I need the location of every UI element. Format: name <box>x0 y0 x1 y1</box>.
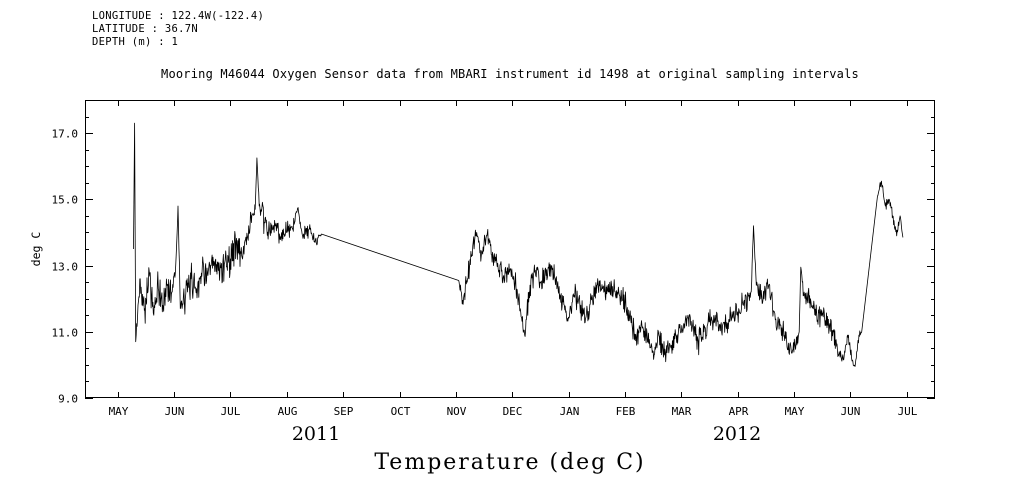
x-tick-label: SEP <box>334 405 354 418</box>
y-tick-label: 9.0 <box>58 393 78 406</box>
x-tick-label: JAN <box>560 405 580 418</box>
y-tick-label: 13.0 <box>52 261 79 274</box>
x-tick-label: MAY <box>785 405 805 418</box>
x-tick-label: NOV <box>447 405 467 418</box>
x-tick-label: JUN <box>841 405 861 418</box>
x-tick-label: MAY <box>109 405 129 418</box>
year-label-2011: 2011 <box>291 423 341 445</box>
x-tick-label: AUG <box>278 405 298 418</box>
metadata-block: LONGITUDE : 122.4W(-122.4) LATITUDE : 36… <box>92 10 264 49</box>
plot-title: Mooring M46044 Oxygen Sensor data from M… <box>161 67 859 81</box>
y-tick-label: 11.0 <box>52 327 79 340</box>
x-tick-label: FEB <box>616 405 636 418</box>
x-tick-label: APR <box>729 405 749 418</box>
x-tick-label: JUL <box>898 405 918 418</box>
x-tick-label: JUL <box>221 405 241 418</box>
x-tick-label: DEC <box>503 405 523 418</box>
x-tick-label: MAR <box>672 405 692 418</box>
latitude-label: LATITUDE : 36.7N <box>92 23 198 35</box>
year-label-2012: 2012 <box>712 423 762 445</box>
y-tick-label: 17.0 <box>52 128 79 141</box>
x-tick-label: JUN <box>165 405 185 418</box>
bottom-axis-title: Temperature (deg C) <box>374 450 646 475</box>
longitude-label: LONGITUDE : 122.4W(-122.4) <box>92 10 265 22</box>
temperature-series-line <box>133 122 904 367</box>
depth-label: DEPTH (m) : 1 <box>92 36 179 48</box>
x-tick-label: OCT <box>391 405 411 418</box>
y-tick-label: 15.0 <box>52 194 79 207</box>
plot-frame <box>85 100 935 398</box>
